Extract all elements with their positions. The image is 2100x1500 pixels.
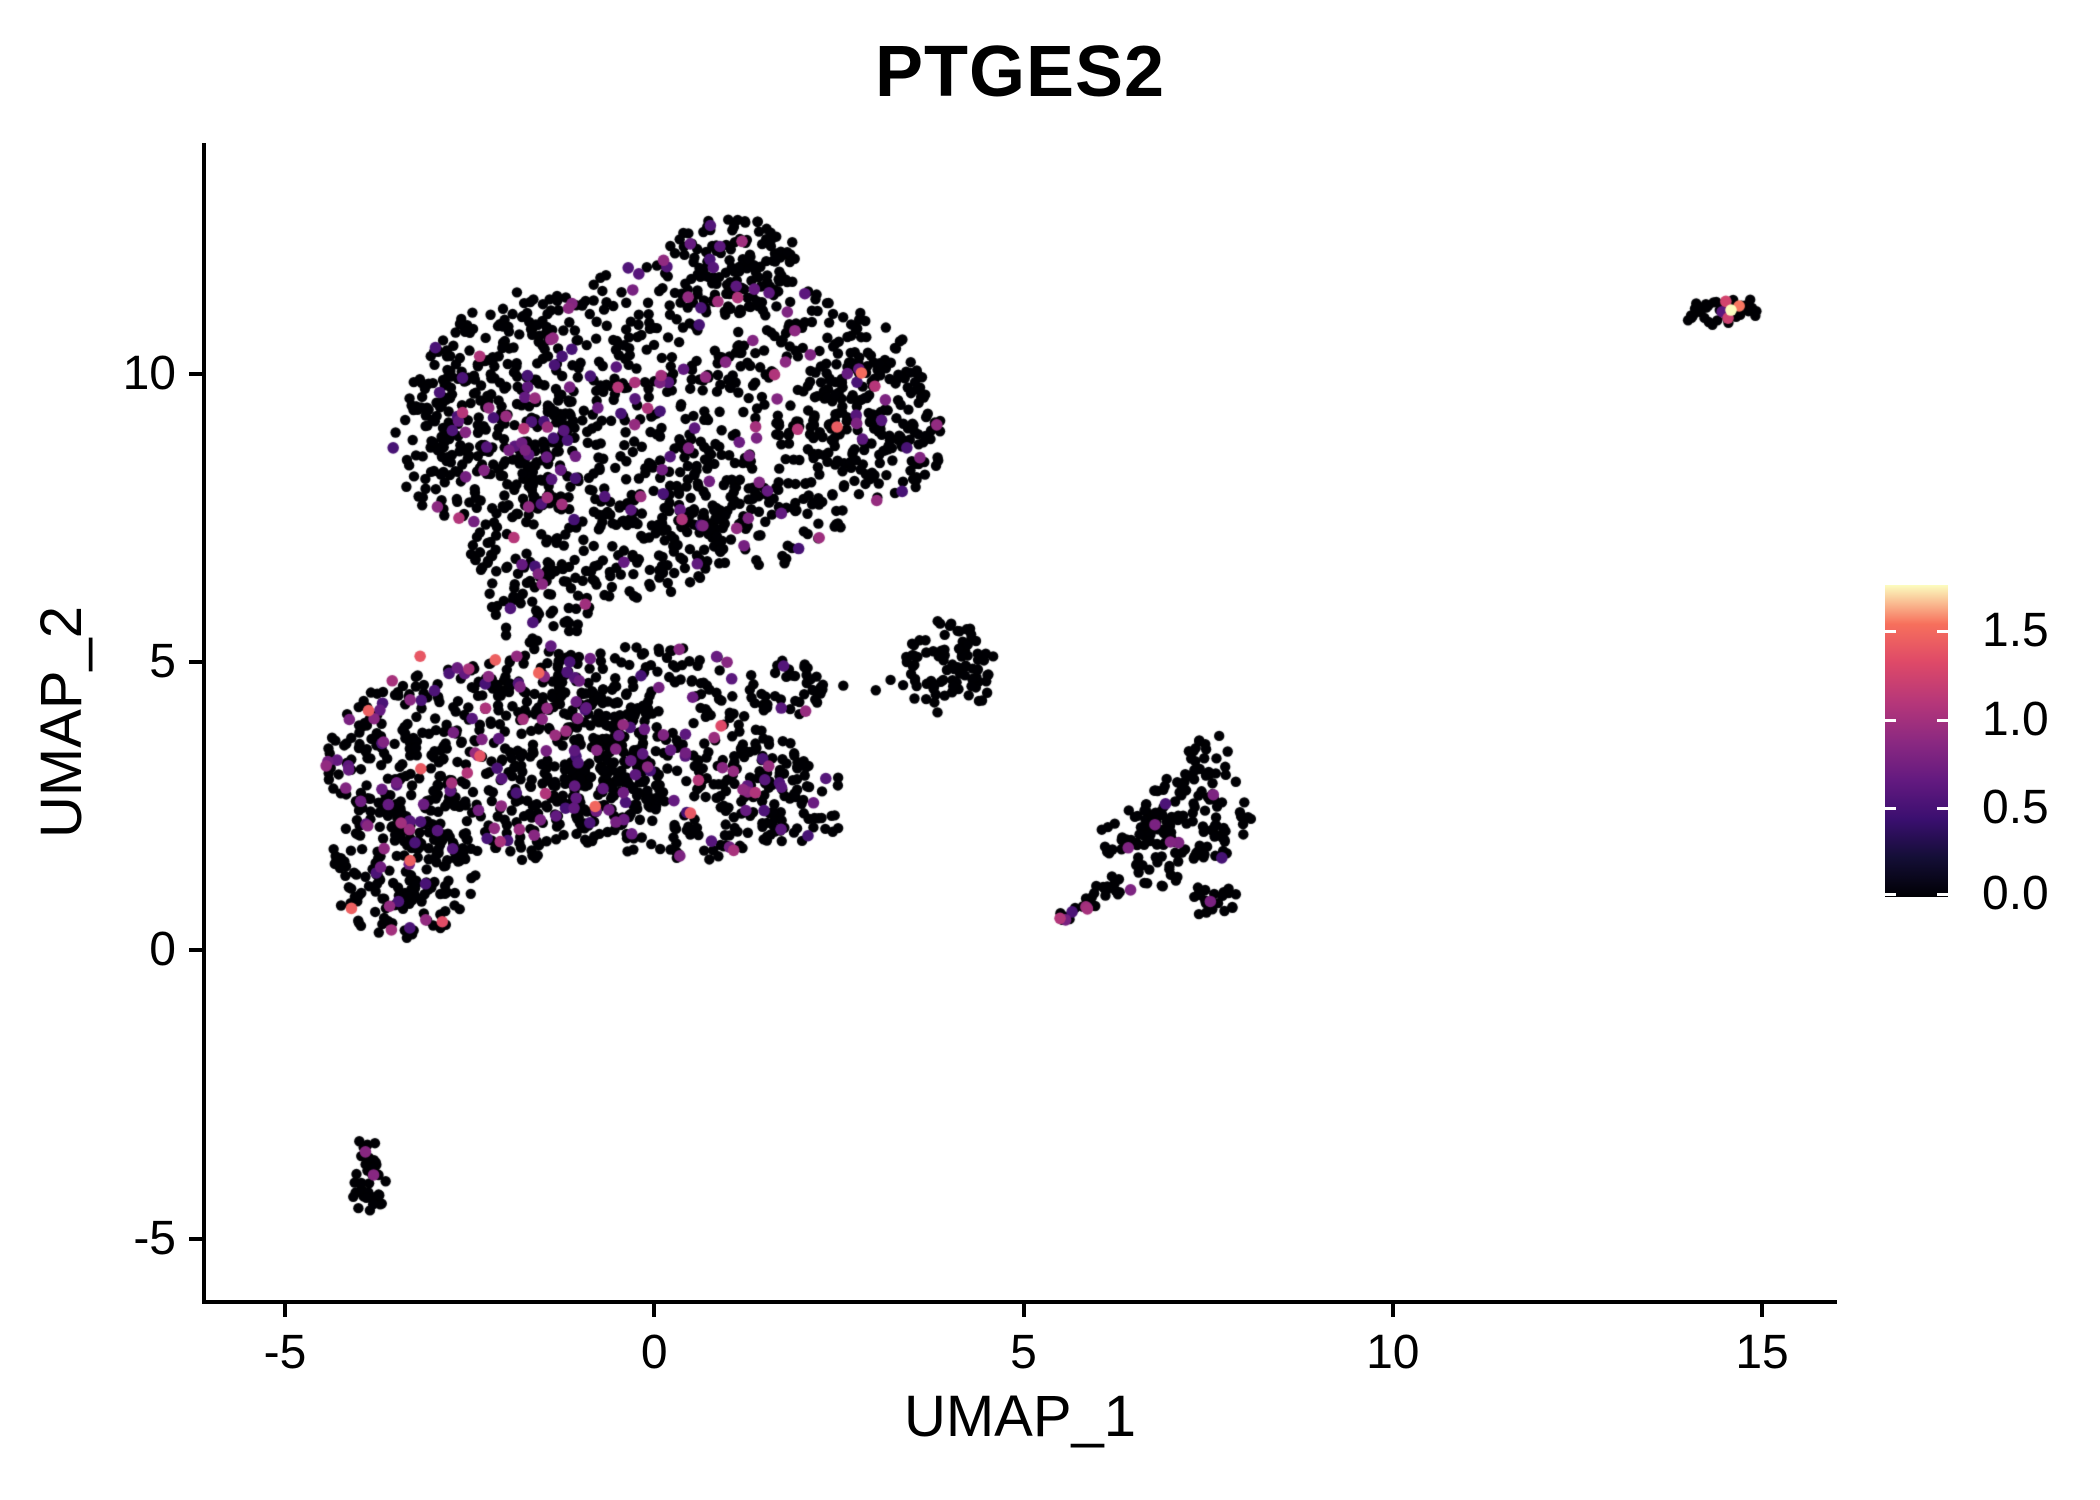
y-axis-title: UMAP_2 [29, 605, 94, 839]
x-axis-line [202, 1300, 1837, 1304]
colorbar-tick-mark [1885, 807, 1896, 811]
x-tick-mark [652, 1304, 657, 1317]
y-tick-label: 0 [149, 923, 176, 977]
y-tick-mark [189, 1236, 202, 1241]
x-tick-label: 0 [640, 1326, 668, 1379]
x-tick-label: 10 [1366, 1326, 1420, 1379]
x-tick-mark [1390, 1304, 1395, 1317]
x-tick-mark [1021, 1304, 1026, 1317]
x-axis-title: UMAP_1 [903, 1384, 1137, 1449]
chart-title: PTGES2 [874, 32, 1166, 112]
colorbar-tick-label: 1.5 [1982, 604, 2049, 658]
y-tick-mark [189, 660, 202, 664]
colorbar-tick-mark [1937, 718, 1948, 722]
y-tick-label: 5 [149, 635, 176, 688]
x-tick-mark [1760, 1304, 1765, 1317]
y-tick-label: -5 [133, 1211, 176, 1265]
colorbar-tick-mark [1885, 630, 1896, 634]
x-tick-mark [282, 1304, 287, 1317]
colorbar-tick-mark [1937, 630, 1948, 634]
x-tick-label: -5 [263, 1326, 307, 1379]
colorbar-tick-label: 1.0 [1982, 692, 2049, 746]
y-tick-label: 10 [122, 346, 176, 400]
colorbar-gradient [1885, 585, 1948, 897]
x-tick-label: 5 [1010, 1326, 1037, 1379]
colorbar-tick-mark [1937, 893, 1948, 896]
x-tick-label: 15 [1735, 1326, 1789, 1379]
colorbar-tick-mark [1885, 718, 1896, 722]
colorbar-tick-mark [1937, 807, 1948, 811]
y-tick-mark [189, 948, 202, 953]
colorbar-tick-label: 0.0 [1982, 867, 2049, 920]
y-axis-line [202, 143, 206, 1304]
colorbar-tick-mark [1885, 893, 1896, 896]
colorbar-tick-label: 0.5 [1982, 781, 2049, 835]
y-tick-mark [189, 371, 202, 376]
